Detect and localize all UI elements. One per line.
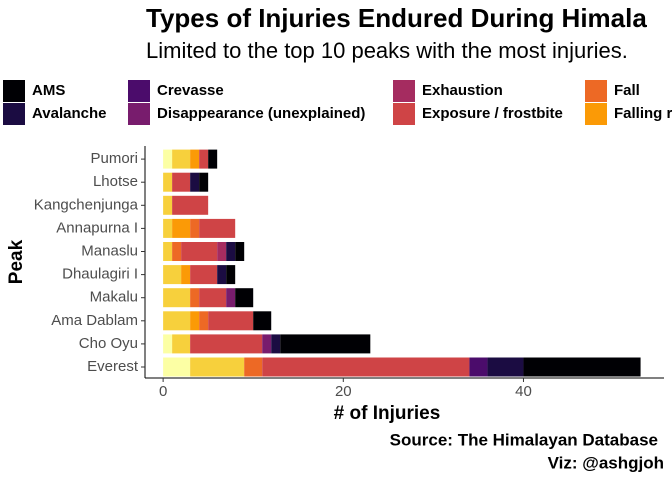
y-tick-label: Manaslu [81,242,138,259]
bar-segment [190,357,245,377]
bar-segment [163,288,191,308]
bar-segment [181,242,218,261]
bar-segment [172,242,182,261]
x-tick-label: 20 [335,383,352,400]
x-tick-label: 0 [159,383,167,400]
bar-segment [262,334,272,354]
bar-segment [235,242,245,261]
y-tick-label: Cho Oyu [79,335,138,352]
legend-swatch [585,103,607,125]
bar-segment [181,265,191,285]
bar-segment [199,149,209,169]
bar-segment [190,334,263,354]
legend-label: Disappearance (unexplained) [157,105,365,122]
bar-segment [163,265,182,285]
bar-segment [172,195,209,215]
bar-segment [487,357,524,377]
bar-segment [217,242,227,261]
bar-segment [235,288,254,308]
bar-segment [172,149,191,169]
bar-segment [190,149,200,169]
bar-segment [172,334,191,354]
legend-label: Avalanche [32,105,106,122]
legend-label: AMS [32,82,65,99]
bar-segment [163,311,191,331]
bar-segment [190,311,200,331]
bar-segment [208,311,254,331]
bar-segment [190,288,200,308]
bar-segment [163,172,173,192]
bar-segment [172,172,191,192]
legend-label: Exhaustion [422,82,503,99]
bar-segment [262,357,470,377]
legend-swatch [3,80,25,102]
bar-segment [199,311,209,331]
bar-segment [163,334,173,354]
legend-swatch [128,80,150,102]
legend-label: Crevasse [157,82,224,99]
bar-segment [163,195,173,215]
y-tick-label: Kangchenjunga [34,196,139,213]
y-tick-label: Pumori [90,150,138,167]
legend-swatch [128,103,150,125]
legend-label: Fall [614,82,640,99]
y-tick-label: Makalu [90,289,138,306]
bar-segment [208,149,218,169]
x-axis-title: # of Injuries [334,403,441,424]
bar-segment [469,357,488,377]
bar-segment [226,288,236,308]
y-tick-label: Lhotse [93,173,138,190]
chart-subtitle: Limited to the top 10 peaks with the mos… [146,38,628,63]
bar-segment [172,218,191,238]
bar-segment [271,334,281,354]
bar-segment [199,218,236,238]
legend-swatch [393,80,415,102]
legend-swatch [585,80,607,102]
bar-segment [199,172,209,192]
chart-title: Types of Injuries Endured During Himala [146,3,647,33]
bar-segment [163,149,173,169]
bar-segment [280,334,371,354]
bar-segment [226,242,236,261]
legend-label: Exposure / frostbite [422,105,563,122]
y-tick-label: Ama Dablam [51,312,138,329]
bar-segment [217,265,227,285]
caption: Source: The Himalayan Database [390,430,658,449]
bar-segment [163,357,191,377]
legend-swatch [393,103,415,125]
bar-segment [523,357,641,377]
legend-swatch [3,103,25,125]
x-tick-label: 40 [515,383,532,400]
y-axis-title: Peak [6,239,27,284]
bar-segment [190,218,200,238]
bar-segment [199,288,227,308]
y-tick-label: Dhaulagiri I [62,266,138,283]
caption: Viz: @ashgjoh [548,453,664,472]
legend-label: Falling r [614,105,672,122]
bar-segment [190,172,200,192]
bar-segment [253,311,272,331]
y-tick-label: Annapurna I [56,219,138,236]
bar-segment [163,218,173,238]
bar-segment [163,242,173,261]
bar-segment [244,357,263,377]
bar-segment [190,265,218,285]
y-tick-label: Everest [87,358,139,375]
bar-segment [226,265,236,285]
